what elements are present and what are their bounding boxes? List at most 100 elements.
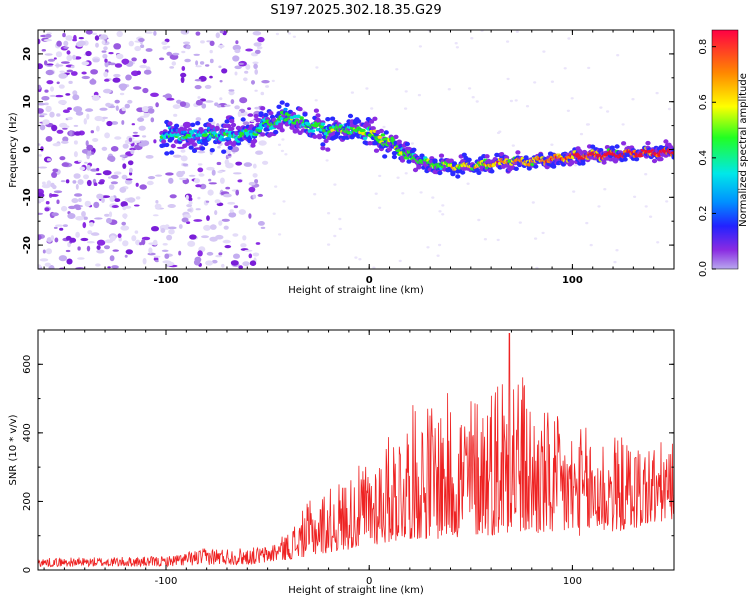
band-halo (373, 148, 380, 153)
noise-speckle (278, 233, 282, 236)
noise-speckle (253, 42, 262, 47)
noise-speckle (238, 265, 243, 269)
noise-speckle (338, 217, 342, 221)
snr-frame (37, 329, 675, 571)
noise-speckle (85, 50, 92, 57)
noise-speckle (118, 236, 122, 242)
band-halo (476, 170, 482, 175)
noise-speckle (45, 69, 54, 76)
noise-speckle (111, 205, 119, 208)
noise-speckle (162, 260, 172, 264)
noise-speckle (96, 193, 104, 200)
band-core (320, 122, 326, 126)
y-tick-label: 0 (22, 567, 33, 573)
noise-speckle (199, 61, 205, 65)
noise-speckle (178, 250, 182, 256)
noise-speckle (108, 52, 114, 55)
noise-speckle (38, 192, 45, 199)
noise-speckle (168, 228, 175, 235)
noise-speckle (38, 234, 42, 241)
noise-speckle (104, 213, 110, 217)
band-halo (203, 141, 209, 146)
noise-speckle (441, 213, 445, 216)
noise-speckle (567, 37, 571, 40)
noise-speckle (274, 185, 278, 188)
noise-speckle (219, 80, 223, 83)
noise-speckle (603, 188, 607, 191)
noise-speckle (589, 243, 593, 247)
noise-speckle (248, 181, 256, 186)
noise-speckle (248, 253, 253, 259)
noise-speckle (272, 212, 276, 215)
noise-speckle (78, 198, 82, 202)
band-core (203, 133, 208, 137)
noise-speckle (154, 203, 162, 209)
noise-speckle (56, 113, 61, 117)
noise-speckle (116, 30, 123, 38)
noise-speckle (94, 35, 100, 41)
noise-speckle (209, 49, 213, 54)
band-core (296, 114, 301, 119)
noise-speckle (121, 221, 126, 226)
noise-speckle (218, 220, 223, 226)
noise-speckle (135, 182, 139, 187)
colorbar-tick-label: 0.0 (698, 261, 709, 277)
noise-speckle (110, 146, 119, 152)
noise-speckle (166, 234, 173, 241)
noise-speckle (518, 221, 522, 224)
noise-speckle (62, 32, 66, 38)
noise-speckle (75, 231, 80, 238)
noise-speckle (55, 94, 64, 98)
noise-speckle (154, 259, 159, 263)
noise-speckle (195, 117, 202, 122)
band-core (258, 126, 264, 130)
noise-speckle (38, 63, 43, 70)
noise-speckle (252, 252, 260, 257)
noise-speckle (167, 204, 176, 208)
colorbar: 0.0 0.2 0.4 0.6 0.8 Normalized spectral ampl… (698, 29, 749, 277)
noise-speckle (100, 34, 108, 40)
noise-speckle (83, 118, 88, 125)
noise-speckle (90, 69, 98, 75)
noise-speckle (38, 166, 48, 169)
noise-speckle (78, 160, 82, 163)
noise-speckle (45, 248, 53, 255)
noise-speckle (550, 80, 555, 83)
noise-speckle (224, 148, 232, 154)
band-halo (460, 170, 466, 175)
noise-speckle (49, 111, 55, 118)
noise-speckle (44, 207, 50, 212)
noise-speckle (59, 156, 66, 161)
band-halo (190, 122, 196, 128)
band-halo (391, 154, 397, 160)
noise-speckle (60, 180, 66, 183)
noise-speckle (63, 40, 69, 47)
noise-speckle (109, 235, 116, 242)
noise-speckle (205, 64, 210, 67)
noise-speckle (85, 108, 94, 112)
noise-speckle (255, 150, 264, 155)
noise-speckle (93, 182, 98, 186)
noise-speckle (38, 102, 46, 106)
noise-speckle (222, 239, 231, 244)
noise-speckle (44, 89, 49, 93)
band-halo (312, 134, 318, 139)
noise-speckle (75, 111, 84, 116)
colorbar-tick-label: 0.8 (698, 39, 709, 55)
noise-speckle (224, 245, 232, 249)
band-core (189, 130, 194, 134)
noise-speckle (239, 97, 248, 104)
noise-speckle (142, 58, 147, 64)
noise-speckle (124, 103, 130, 109)
band-core (671, 151, 674, 155)
noise-speckle (395, 68, 399, 71)
noise-speckle (172, 104, 181, 109)
noise-speckle (254, 49, 261, 55)
noise-speckle (254, 69, 258, 75)
noise-speckle (119, 54, 124, 58)
noise-speckle (247, 113, 254, 117)
band-halo (412, 167, 419, 173)
noise-speckle (108, 211, 113, 218)
noise-speckle (81, 75, 91, 80)
band-halo (450, 171, 456, 177)
